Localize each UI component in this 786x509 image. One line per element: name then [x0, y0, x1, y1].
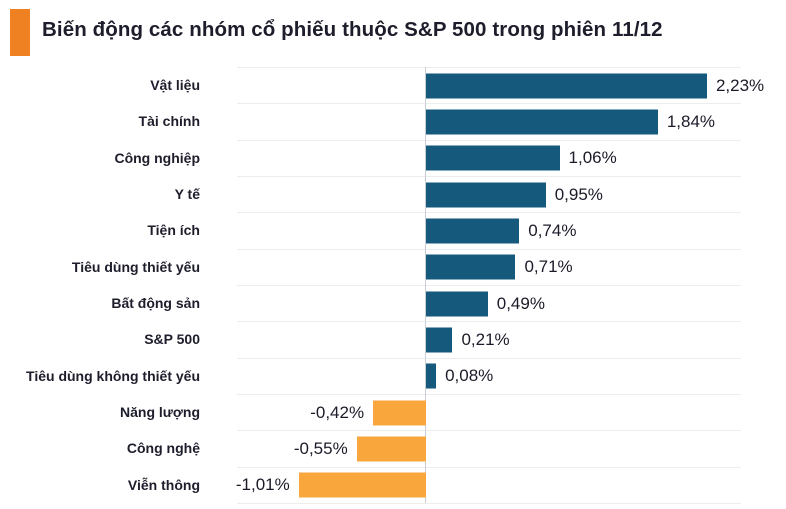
- chart-row: Tiêu dùng thiết yếu 0,71%: [0, 248, 786, 285]
- row-plot-area: -1,01%: [235, 466, 741, 503]
- bar: [426, 291, 488, 317]
- chart-row: S&P 500 0,21%: [0, 321, 786, 357]
- chart-row: Công nghệ -0,55%: [0, 430, 786, 466]
- bar: [426, 363, 437, 389]
- row-plot-area: -0,42%: [237, 393, 741, 430]
- category-label: Công nghiệp: [114, 149, 200, 166]
- bar-chart: Vật liệu 2,23% Tài chính 1,84% Công nghi…: [0, 67, 786, 504]
- value-label: 2,23%: [715, 75, 765, 95]
- category-label: Tiện ích: [147, 222, 200, 239]
- row-plot-area: 0,21%: [237, 321, 741, 357]
- bar: [426, 182, 546, 208]
- row-plot-area: -0,55%: [237, 430, 741, 466]
- row-plot-area: 0,95%: [237, 175, 741, 212]
- value-label: 1,84%: [666, 111, 716, 131]
- bar: [426, 218, 520, 244]
- category-label: Viễn thông: [127, 476, 200, 493]
- bar: [426, 327, 453, 353]
- title-accent-bar: [10, 9, 30, 56]
- chart-rows: Vật liệu 2,23% Tài chính 1,84% Công nghi…: [0, 67, 786, 503]
- value-label: -0,42%: [310, 402, 365, 422]
- row-plot-area: 0,74%: [237, 212, 741, 248]
- zero-axis-line: [425, 67, 426, 503]
- row-plot-area: 1,06%: [237, 139, 741, 176]
- bar: [426, 145, 560, 171]
- category-label: Công nghệ: [126, 440, 200, 457]
- category-label: S&P 500: [144, 331, 200, 348]
- value-label: 0,49%: [496, 293, 545, 313]
- row-plot-area: 2,23%: [237, 67, 764, 103]
- row-plot-area: 1,84%: [237, 103, 741, 139]
- bar: [426, 109, 658, 135]
- row-plot-area: 0,08%: [237, 357, 741, 394]
- chart-row: Tài chính 1,84%: [0, 103, 786, 139]
- category-label: Năng lượng: [120, 404, 200, 421]
- chart-row: Tiêu dùng không thiết yếu 0,08%: [0, 357, 786, 394]
- chart-row: Bất động sản 0,49%: [0, 284, 786, 321]
- category-label: Bất động sản: [111, 295, 200, 312]
- bar: [298, 472, 426, 498]
- chart-row: Vật liệu 2,23%: [0, 67, 786, 103]
- bar: [373, 400, 426, 426]
- value-label: 0,08%: [445, 366, 494, 386]
- bottom-gridline: [237, 503, 741, 504]
- category-label: Tài chính: [138, 113, 200, 130]
- value-label: 0,71%: [524, 257, 573, 277]
- value-label: -0,55%: [293, 438, 348, 458]
- chart-row: Năng lượng -0,42%: [0, 393, 786, 430]
- bar: [426, 73, 707, 99]
- value-label: 0,21%: [461, 329, 510, 349]
- row-plot-area: 0,71%: [237, 248, 741, 285]
- category-label: Tiêu dùng không thiết yếu: [26, 367, 200, 384]
- row-plot-area: 0,49%: [237, 284, 741, 321]
- chart-header: Biến động các nhóm cổ phiếu thuộc S&P 50…: [0, 0, 786, 60]
- bar: [356, 436, 426, 462]
- category-label: Tiêu dùng thiết yếu: [71, 258, 200, 275]
- chart-row: Công nghiệp 1,06%: [0, 139, 786, 176]
- category-label: Vật liệu: [150, 77, 200, 94]
- value-label: -1,01%: [235, 475, 290, 495]
- bar: [426, 254, 516, 280]
- chart-row: Viễn thông -1,01%: [0, 466, 786, 503]
- chart-row: Tiện ích 0,74%: [0, 212, 786, 248]
- chart-title: Biến động các nhóm cổ phiếu thuộc S&P 50…: [42, 18, 663, 41]
- category-label: Y tế: [174, 186, 200, 203]
- chart-row: Y tế 0,95%: [0, 175, 786, 212]
- value-label: 0,74%: [528, 220, 577, 240]
- value-label: 0,95%: [554, 184, 603, 204]
- value-label: 1,06%: [568, 148, 617, 168]
